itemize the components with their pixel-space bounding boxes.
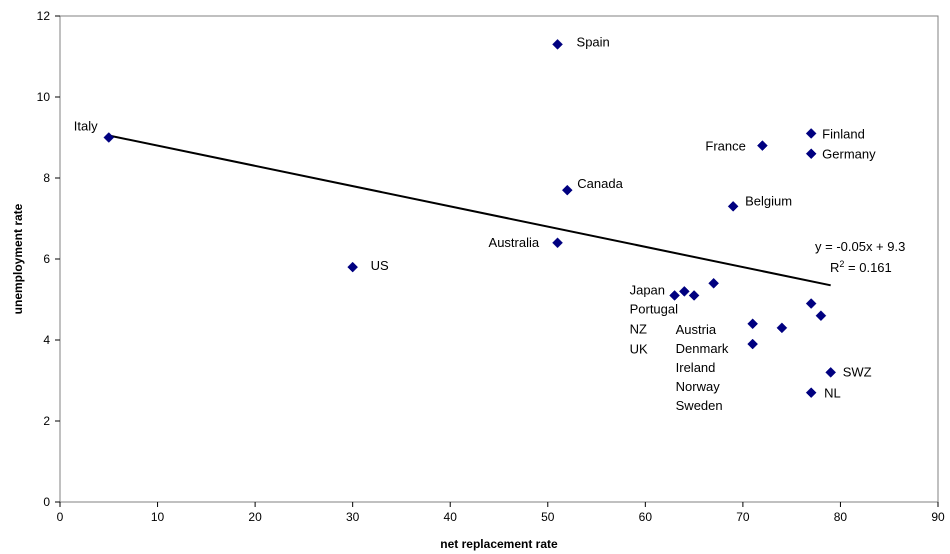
point-label-italy: Italy bbox=[74, 119, 98, 134]
data-point bbox=[805, 148, 817, 160]
data-point bbox=[708, 277, 719, 289]
data-point bbox=[747, 318, 758, 330]
data-point bbox=[776, 322, 788, 334]
point-label-australia: Australia bbox=[489, 235, 540, 250]
point-label-finland: Finland bbox=[822, 126, 865, 141]
x-tick-label: 60 bbox=[639, 510, 653, 524]
data-point bbox=[815, 310, 827, 322]
point-label-uk: UK bbox=[630, 341, 648, 356]
x-tick-label: 50 bbox=[541, 510, 555, 524]
data-point bbox=[805, 298, 817, 309]
point-label-denmark: Denmark bbox=[676, 341, 729, 356]
y-tick-label: 2 bbox=[43, 414, 50, 428]
data-point bbox=[825, 367, 837, 378]
data-point bbox=[552, 237, 563, 249]
x-tick-label: 90 bbox=[931, 510, 945, 524]
data-point bbox=[747, 338, 758, 350]
point-label-ireland: Ireland bbox=[676, 360, 716, 375]
data-point bbox=[561, 184, 573, 196]
x-tick-label: 0 bbox=[57, 510, 64, 524]
data-point bbox=[679, 286, 690, 297]
r-squared-superscript: 2 bbox=[839, 259, 844, 269]
point-label-us: US bbox=[371, 258, 389, 273]
x-tick-label: 70 bbox=[736, 510, 750, 524]
data-point bbox=[727, 200, 739, 212]
trendline-equation: y = -0.05x + 9.3 bbox=[815, 239, 905, 254]
y-tick-label: 4 bbox=[43, 333, 50, 347]
data-point bbox=[347, 261, 359, 273]
point-label-belgium: Belgium bbox=[745, 193, 792, 208]
point-label-germany: Germany bbox=[822, 147, 876, 162]
data-point bbox=[669, 290, 680, 301]
point-label-france: France bbox=[705, 139, 745, 154]
r-squared-value: = 0.161 bbox=[844, 260, 891, 275]
y-tick-label: 10 bbox=[37, 90, 51, 104]
data-point bbox=[552, 38, 563, 50]
data-point bbox=[757, 140, 768, 151]
y-tick-label: 12 bbox=[37, 9, 51, 23]
data-point bbox=[103, 132, 115, 143]
x-tick-label: 40 bbox=[444, 510, 458, 524]
data-point bbox=[688, 290, 700, 301]
point-label-canada: Canada bbox=[577, 176, 623, 191]
point-label-norway: Norway bbox=[676, 379, 721, 394]
point-label-japan: Japan bbox=[630, 282, 665, 297]
point-label-portugal: Portugal bbox=[630, 301, 679, 316]
plot-area bbox=[59, 15, 939, 503]
points-layer bbox=[103, 38, 837, 399]
x-axis-title: net replacement rate bbox=[440, 537, 558, 551]
x-tick-label: 10 bbox=[151, 510, 165, 524]
r-squared-symbol: R bbox=[830, 260, 839, 275]
y-tick-label: 6 bbox=[43, 252, 50, 266]
point-labels-layer: Italy Spain Finland France Germany Canada Belg… bbox=[74, 34, 876, 412]
point-label-sweden: Sweden bbox=[676, 398, 723, 413]
data-point bbox=[805, 387, 817, 399]
x-tick-label: 30 bbox=[346, 510, 360, 524]
y-tick-label: 0 bbox=[43, 495, 50, 509]
y-axis-title: unemployment rate bbox=[11, 203, 25, 314]
trendline-layer bbox=[108, 134, 831, 287]
trendline bbox=[108, 134, 831, 287]
data-point bbox=[805, 128, 817, 139]
point-label-austria: Austria bbox=[676, 322, 717, 337]
point-label-spain: Spain bbox=[577, 34, 610, 49]
axis-ticks: 0 10 20 30 40 50 60 70 80 90 0 2 4 6 8 10 12 bbox=[37, 9, 945, 524]
x-tick-label: 20 bbox=[248, 510, 262, 524]
point-label-swz: SWZ bbox=[843, 364, 872, 379]
x-tick-label: 80 bbox=[834, 510, 848, 524]
point-label-nz: NZ bbox=[630, 321, 647, 336]
y-tick-label: 8 bbox=[43, 171, 50, 185]
point-label-nl: NL bbox=[824, 386, 841, 401]
trendline-r-squared: R2 = 0.161 bbox=[830, 259, 892, 275]
